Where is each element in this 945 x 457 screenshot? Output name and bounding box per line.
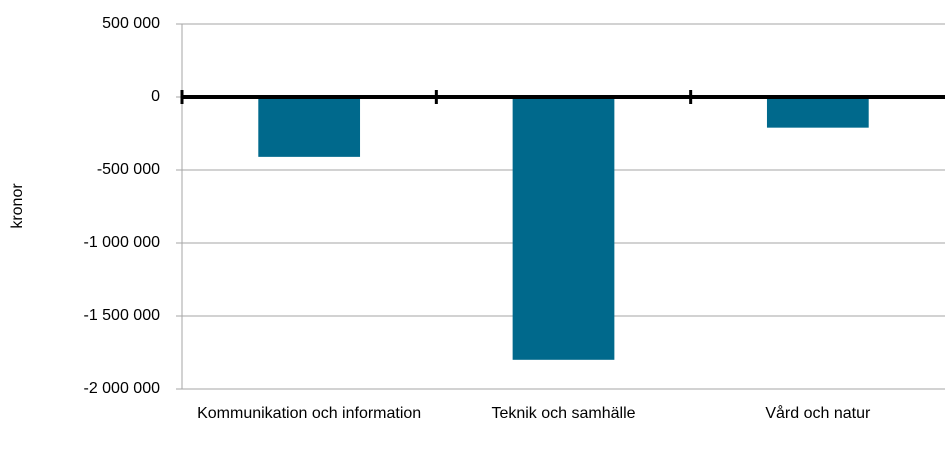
x-tick-label-box: Teknik och samhälle <box>491 405 636 422</box>
bar <box>512 97 615 360</box>
y-axis-label: kronor <box>9 183 26 229</box>
y-tick-label: -1 500 000 <box>83 307 160 324</box>
bar <box>258 97 361 157</box>
y-tick-label: 500 000 <box>102 15 160 32</box>
x-tick-label-box: Vård och natur <box>765 405 871 422</box>
x-tick-label: Vård och natur <box>765 405 871 422</box>
x-tick-label: Kommunikation och information <box>197 405 422 422</box>
x-tick-label-box: Kommunikation och information <box>197 405 422 422</box>
y-tick-label: -2 000 000 <box>83 380 160 397</box>
y-tick-label: -500 000 <box>97 161 160 178</box>
bar <box>766 97 869 128</box>
y-tick-label: 0 <box>151 88 160 105</box>
x-tick-label: Teknik och samhälle <box>491 405 636 422</box>
y-tick-label: -1 000 000 <box>83 234 160 251</box>
